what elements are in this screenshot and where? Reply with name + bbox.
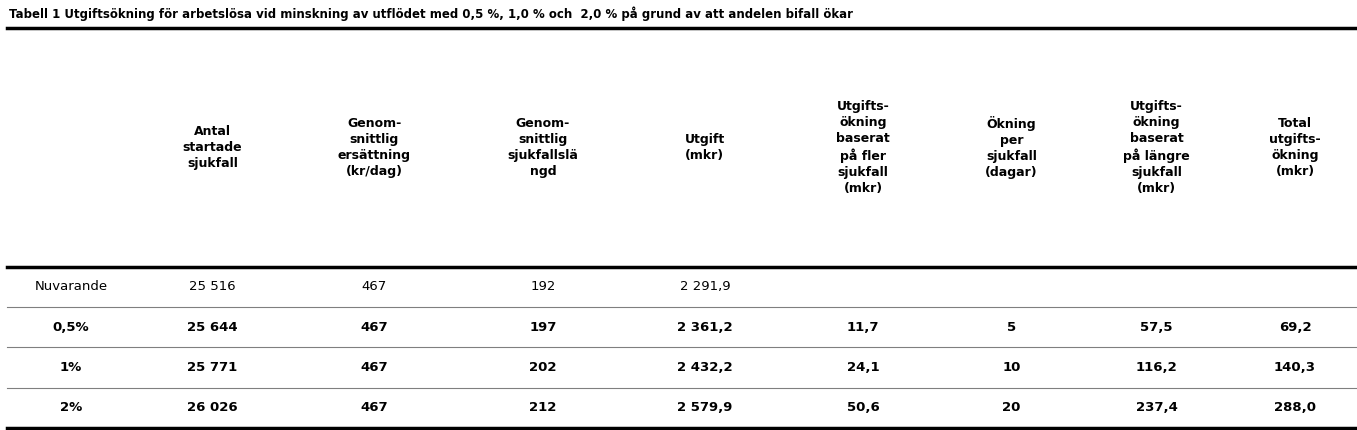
Text: 212: 212 bbox=[529, 401, 556, 414]
Text: Tabell 1 Utgiftsökning för arbetslösa vid minskning av utflödet med 0,5 %, 1,0 %: Tabell 1 Utgiftsökning för arbetslösa vi… bbox=[9, 6, 854, 21]
Text: 5: 5 bbox=[1007, 321, 1016, 334]
Text: 140,3: 140,3 bbox=[1274, 361, 1316, 374]
Text: 237,4: 237,4 bbox=[1136, 401, 1178, 414]
Text: 25 644: 25 644 bbox=[187, 321, 237, 334]
Text: Genom-
snittlig
sjukfallslä
ngd: Genom- snittlig sjukfallslä ngd bbox=[508, 117, 578, 178]
Text: 10: 10 bbox=[1003, 361, 1020, 374]
Text: 288,0: 288,0 bbox=[1274, 401, 1316, 414]
Text: 57,5: 57,5 bbox=[1140, 321, 1172, 334]
Text: 2 361,2: 2 361,2 bbox=[677, 321, 733, 334]
Text: 25 771: 25 771 bbox=[187, 361, 237, 374]
Text: 20: 20 bbox=[1003, 401, 1020, 414]
Text: 197: 197 bbox=[529, 321, 556, 334]
Text: 2 291,9: 2 291,9 bbox=[680, 280, 730, 293]
Text: 25 516: 25 516 bbox=[189, 280, 236, 293]
Text: 0,5%: 0,5% bbox=[53, 321, 90, 334]
Text: 50,6: 50,6 bbox=[847, 401, 879, 414]
Text: 202: 202 bbox=[529, 361, 556, 374]
Text: 2%: 2% bbox=[60, 401, 81, 414]
Text: 2 579,9: 2 579,9 bbox=[677, 401, 733, 414]
Text: 69,2: 69,2 bbox=[1278, 321, 1311, 334]
Text: Utgifts-
ökning
baserat
på längre
sjukfall
(mkr): Utgifts- ökning baserat på längre sjukfa… bbox=[1124, 100, 1190, 195]
Text: 26 026: 26 026 bbox=[187, 401, 237, 414]
Text: 467: 467 bbox=[361, 401, 388, 414]
Text: 192: 192 bbox=[531, 280, 555, 293]
Text: 467: 467 bbox=[361, 361, 388, 374]
Text: Total
utgifts-
ökning
(mkr): Total utgifts- ökning (mkr) bbox=[1269, 117, 1320, 178]
Text: 1%: 1% bbox=[60, 361, 81, 374]
Text: 2 432,2: 2 432,2 bbox=[677, 361, 733, 374]
Text: 467: 467 bbox=[362, 280, 387, 293]
Text: 116,2: 116,2 bbox=[1136, 361, 1178, 374]
Text: Ökning
per
sjukfall
(dagar): Ökning per sjukfall (dagar) bbox=[985, 116, 1038, 179]
Text: Nuvarande: Nuvarande bbox=[34, 280, 107, 293]
Text: 11,7: 11,7 bbox=[847, 321, 879, 334]
Text: 467: 467 bbox=[361, 321, 388, 334]
Text: 24,1: 24,1 bbox=[847, 361, 879, 374]
Text: Utgift
(mkr): Utgift (mkr) bbox=[685, 133, 725, 162]
Text: Genom-
snittlig
ersättning
(kr/dag): Genom- snittlig ersättning (kr/dag) bbox=[338, 117, 411, 178]
Text: Antal
startade
sjukfall: Antal startade sjukfall bbox=[183, 125, 243, 170]
Text: Utgifts-
ökning
baserat
på fler
sjukfall
(mkr): Utgifts- ökning baserat på fler sjukfall… bbox=[836, 100, 890, 195]
